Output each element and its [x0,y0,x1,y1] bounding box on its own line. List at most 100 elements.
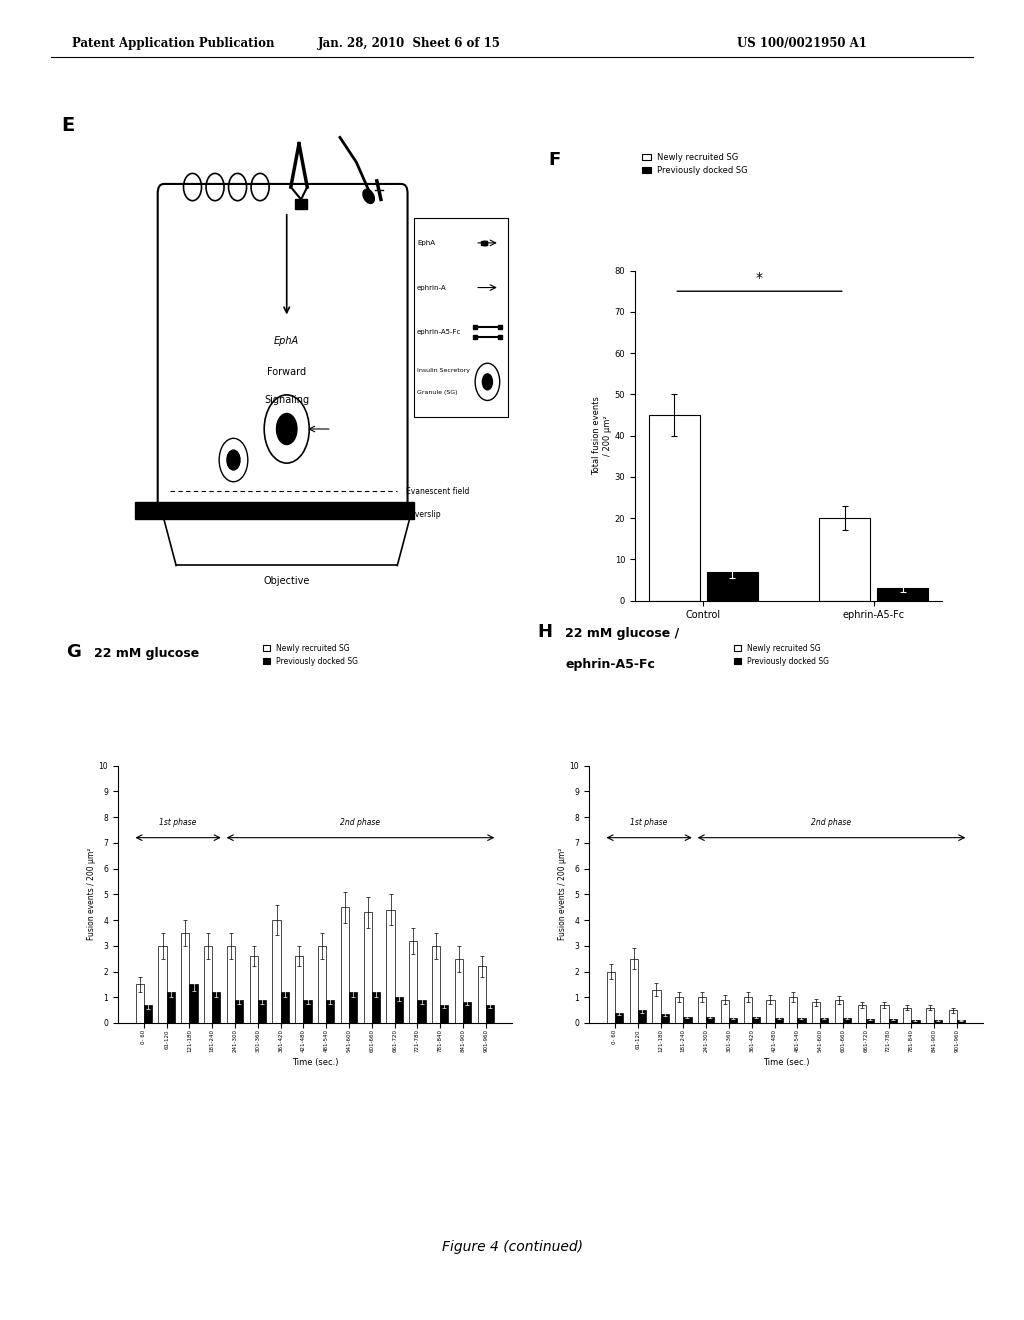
Bar [903,1007,911,1023]
Bar [812,1002,820,1023]
Bar [349,993,357,1023]
Bar [386,909,394,1023]
Bar [798,1018,806,1023]
Bar [743,998,752,1023]
Legend: Newly recruited SG, Previously docked SG: Newly recruited SG, Previously docked SG [730,640,833,669]
FancyBboxPatch shape [158,183,408,512]
Legend: Newly recruited SG, Previously docked SG: Newly recruited SG, Previously docked SG [639,149,752,178]
Bar [615,1012,624,1023]
Bar [212,993,220,1023]
Bar [881,1005,889,1023]
Bar [660,1014,669,1023]
Text: Insulin Secretory: Insulin Secretory [417,368,470,374]
Bar [835,999,843,1023]
Bar [440,1005,449,1023]
Text: Signaling: Signaling [264,395,309,405]
Text: Figure 4 (continued): Figure 4 (continued) [441,1241,583,1254]
Bar [181,933,189,1023]
Text: 2nd phase: 2nd phase [811,818,852,826]
Bar [414,218,508,417]
Circle shape [481,374,494,391]
Bar [766,999,774,1023]
Bar [638,1010,646,1023]
Bar [327,999,335,1023]
Bar [926,1007,934,1023]
Bar [911,1020,920,1023]
Bar [295,956,303,1023]
Bar [463,1002,471,1023]
Text: G: G [67,643,81,661]
Bar [865,1019,873,1023]
Bar [418,999,426,1023]
Bar [485,1005,494,1023]
Bar [236,999,244,1023]
Text: 22 mM glucose: 22 mM glucose [94,648,200,660]
Bar [318,945,327,1023]
Y-axis label: Fusion events / 200 μm²: Fusion events / 200 μm² [558,849,566,940]
Bar [250,956,258,1023]
Bar [135,985,144,1023]
Bar [877,589,928,601]
Bar [135,502,414,519]
Bar [258,999,266,1023]
Bar [341,907,349,1023]
Bar [372,993,380,1023]
Text: Coverslip: Coverslip [406,510,441,519]
Bar [167,993,175,1023]
Text: *: * [756,271,763,285]
Bar [698,998,707,1023]
Bar [819,517,870,601]
Bar [606,972,615,1023]
Bar [889,1019,897,1023]
Bar [281,993,289,1023]
Bar [843,1018,851,1023]
Y-axis label: Total fusion events
/ 200 μm²: Total fusion events / 200 μm² [592,396,611,475]
Bar [707,572,758,601]
Text: US 100/0021950 A1: US 100/0021950 A1 [737,37,867,50]
Bar [652,990,660,1023]
Bar [204,945,212,1023]
Bar [432,945,440,1023]
Bar [857,1005,865,1023]
Bar [272,920,281,1023]
Text: EphA: EphA [417,240,435,246]
X-axis label: Time (sec.): Time (sec.) [292,1057,338,1067]
Text: Granule (SG): Granule (SG) [417,389,458,395]
Text: Jan. 28, 2010  Sheet 6 of 15: Jan. 28, 2010 Sheet 6 of 15 [318,37,501,50]
Text: F: F [549,150,561,169]
Bar [790,998,798,1023]
Bar [752,1016,760,1023]
Bar [455,958,463,1023]
Bar [729,1018,737,1023]
Text: E: E [61,116,75,135]
Bar [144,1005,153,1023]
Text: H: H [538,623,553,642]
Bar [774,1018,782,1023]
Bar [159,945,167,1023]
Text: ephrin-A5-Fc: ephrin-A5-Fc [565,657,655,671]
Bar [227,945,236,1023]
Bar [820,1018,828,1023]
Bar [189,985,198,1023]
Bar [675,998,683,1023]
Bar [630,958,638,1023]
Circle shape [276,413,297,445]
Text: Forward: Forward [267,367,306,378]
Bar [934,1020,942,1023]
Bar [303,999,311,1023]
Bar [948,1010,956,1023]
X-axis label: Time (sec.): Time (sec.) [763,1057,809,1067]
Legend: Newly recruited SG, Previously docked SG: Newly recruited SG, Previously docked SG [259,640,361,669]
Bar [649,414,700,601]
Ellipse shape [362,189,375,203]
Text: 1st phase: 1st phase [160,818,197,826]
Bar [477,966,485,1023]
Bar [683,1016,691,1023]
Bar [707,1016,715,1023]
Text: EphA: EphA [274,337,299,346]
Text: ephrin-A: ephrin-A [417,285,446,290]
Y-axis label: Fusion events / 200 μm²: Fusion events / 200 μm² [87,849,95,940]
Text: Objective: Objective [263,576,310,586]
Bar [721,999,729,1023]
Text: 2nd phase: 2nd phase [340,818,381,826]
